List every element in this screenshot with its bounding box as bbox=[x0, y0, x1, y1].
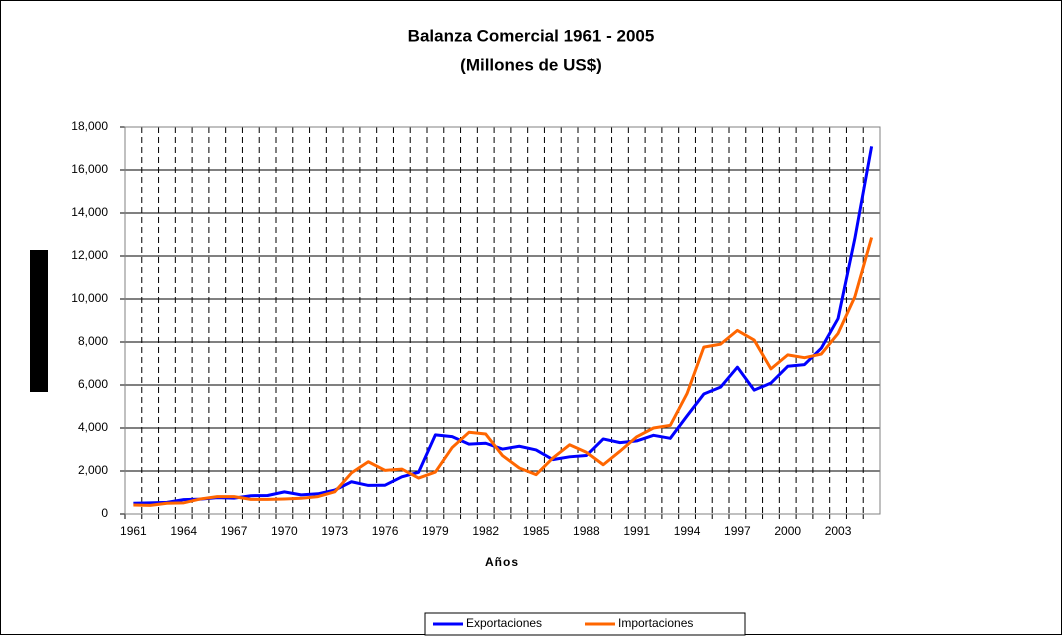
x-tick-label: 1961 bbox=[120, 524, 147, 538]
x-tick-label: 1994 bbox=[674, 524, 701, 538]
x-tick-label: 1988 bbox=[573, 524, 600, 538]
y-tick-label: 8,000 bbox=[78, 334, 108, 348]
y-tick-label: 10,000 bbox=[71, 291, 108, 305]
x-tick-label: 1991 bbox=[623, 524, 650, 538]
y-tick-label: 4,000 bbox=[78, 420, 108, 434]
y-tick-label: 12,000 bbox=[71, 248, 108, 262]
x-axis-label: Años bbox=[485, 555, 519, 569]
legend-label: Exportaciones bbox=[466, 616, 542, 630]
x-tick-label: 1985 bbox=[523, 524, 550, 538]
legend-label: Importaciones bbox=[618, 616, 693, 630]
x-tick-label: 1973 bbox=[321, 524, 348, 538]
y-tick-label: 2,000 bbox=[78, 463, 108, 477]
redacted-axis-label bbox=[30, 250, 48, 392]
x-tick-label: 1964 bbox=[170, 524, 197, 538]
x-tick-label: 1979 bbox=[422, 524, 449, 538]
plot-area bbox=[124, 126, 881, 515]
x-tick-label: 2000 bbox=[774, 524, 801, 538]
series-line bbox=[133, 237, 874, 507]
x-tick-label: 1997 bbox=[724, 524, 751, 538]
x-tick-label: 1967 bbox=[221, 524, 248, 538]
chart-title: Balanza Comercial 1961 - 2005 bbox=[408, 26, 655, 45]
x-tick-label: 1976 bbox=[372, 524, 399, 538]
x-tick-label: 1982 bbox=[472, 524, 499, 538]
x-tick-label: 1970 bbox=[271, 524, 298, 538]
chart-subtitle: (Millones de US$) bbox=[460, 55, 602, 74]
y-tick-label: 0 bbox=[101, 506, 108, 520]
y-tick-label: 18,000 bbox=[71, 119, 108, 133]
x-tick-label: 2003 bbox=[825, 524, 852, 538]
y-tick-label: 14,000 bbox=[71, 205, 108, 219]
y-tick-label: 16,000 bbox=[71, 162, 108, 176]
series-line bbox=[133, 146, 874, 505]
y-tick-label: 6,000 bbox=[78, 377, 108, 391]
